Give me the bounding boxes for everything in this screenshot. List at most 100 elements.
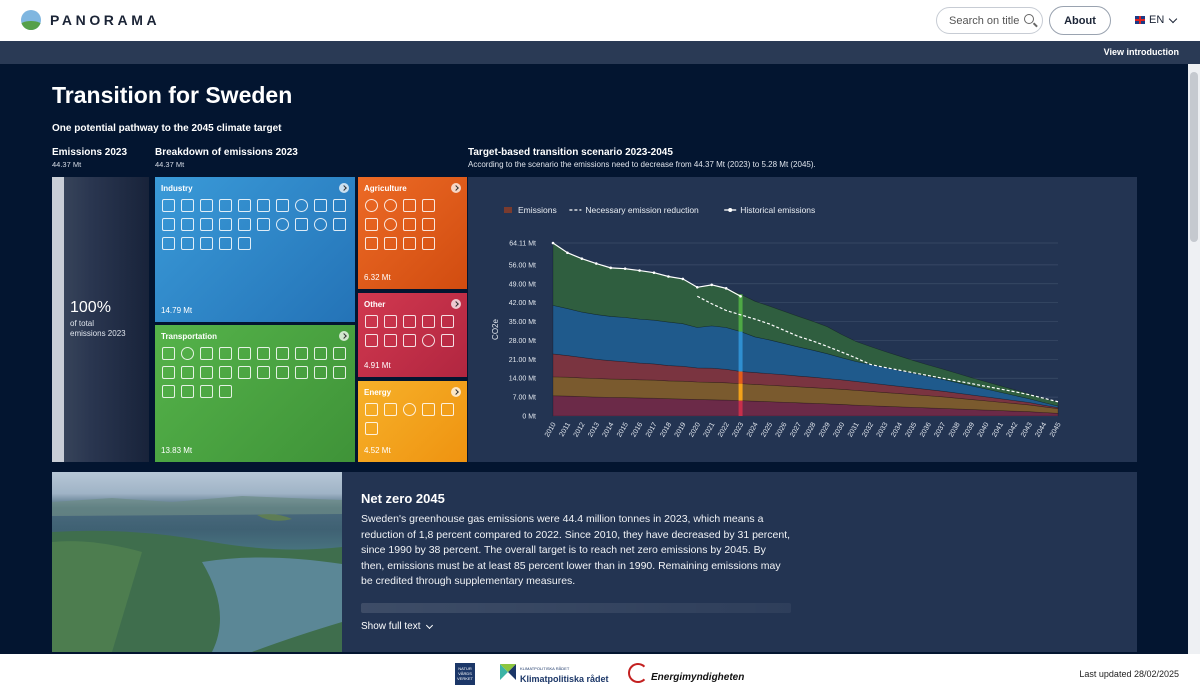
factory-icon [365, 422, 378, 435]
x-tick-label: 2030 [832, 421, 846, 438]
airplane-icon [219, 385, 232, 398]
footer: NATUR VÅRDS VERKET KLIMATPOLITISKA RÅDET… [0, 654, 1200, 693]
field-icon [403, 218, 416, 231]
sector-tile-transportation[interactable]: Transportation 13.83 Mt [155, 325, 355, 462]
bottle-icon [403, 237, 416, 250]
klimatpolitiska-radet-text: Klimatpolitiska rådet [520, 674, 609, 684]
total-emissions-bar[interactable] [52, 177, 149, 462]
fuel-icon [276, 347, 289, 360]
sector-value: 14.79 Mt [161, 306, 193, 315]
arrow-right-icon[interactable] [339, 183, 349, 193]
top-header: PANORAMA Search on title About EN [0, 0, 1200, 41]
arrow-right-icon[interactable] [451, 387, 461, 397]
x-tick-label: 2011 [559, 421, 573, 438]
net-zero-body: Sweden's greenhouse gas emissions were 4… [361, 513, 791, 587]
transportation-icon-grid [162, 347, 346, 398]
search-input[interactable]: Search on title [936, 7, 1043, 34]
emissions-value: 44.37 Mt [52, 160, 82, 169]
landscape-photo [52, 472, 342, 652]
energimyndigheten-logo-icon[interactable] [628, 663, 648, 683]
search-icon[interactable] [1024, 14, 1034, 24]
y-tick-label: 28.00 Mt [509, 338, 536, 345]
box-icon [422, 237, 435, 250]
truck-icon [219, 366, 232, 379]
x-tick-label: 2023 [731, 421, 745, 438]
historical-point [566, 251, 569, 255]
chevron-down-icon [426, 621, 434, 629]
tool-icon [365, 315, 378, 328]
building-icon [403, 334, 416, 347]
tool-icon [384, 315, 397, 328]
car-icon [276, 218, 289, 231]
factory-icon [333, 218, 346, 231]
x-tick-label: 2045 [1049, 421, 1063, 438]
scenario-chart[interactable]: 0 Mt 7.00 Mt 14.00 Mt 21.00 Mt 28.00 Mt 35.00… [468, 177, 1137, 462]
truck-icon [295, 366, 308, 379]
necessary-reduction-line [697, 295, 1059, 403]
area-industry [552, 304, 1059, 408]
barn-icon [403, 199, 416, 212]
highlight-2023-industry [738, 331, 743, 372]
plant-icon [422, 334, 435, 347]
factory-icon [181, 237, 194, 250]
sector-name: Energy [364, 388, 392, 397]
plant-icon [384, 218, 397, 231]
emissions-label: Emissions 2023 [52, 147, 128, 158]
factory-icon [219, 218, 232, 231]
scrollbar-thumb[interactable] [1190, 72, 1198, 242]
fuel-icon [314, 347, 327, 360]
view-introduction-link[interactable]: View introduction [1103, 47, 1179, 57]
x-tick-label: 2032 [861, 421, 875, 438]
bottle-icon [219, 199, 232, 212]
x-tick-label: 2043 [1020, 421, 1034, 438]
sub-navigation-bar: View introduction [0, 41, 1200, 64]
tower-icon [422, 403, 435, 416]
energy-icon-grid [365, 403, 454, 435]
language-selector[interactable]: EN [1135, 14, 1178, 26]
naturvardsverket-logo[interactable]: NATUR VÅRDS VERKET [455, 663, 475, 685]
percent-caption-line-2: emissions 2023 [70, 329, 126, 338]
x-tick-label: 2017 [645, 421, 659, 438]
x-tick-label: 2015 [616, 421, 630, 438]
percent-caption-line-1: of total [70, 319, 95, 328]
bottle-icon [238, 199, 251, 212]
arrow-right-icon[interactable] [451, 299, 461, 309]
panorama-logo[interactable]: PANORAMA [21, 10, 160, 30]
x-tick-label: 2013 [587, 421, 601, 438]
arrow-right-icon[interactable] [451, 183, 461, 193]
factory-icon [219, 237, 232, 250]
y-tick-label: 14.00 Mt [509, 376, 536, 383]
bicycle-icon [181, 347, 194, 360]
uk-flag-icon [1135, 16, 1145, 24]
sector-tile-other[interactable]: Other 4.91 Mt [358, 293, 467, 377]
emissions-percent: 100% [70, 299, 111, 316]
arrow-right-icon[interactable] [339, 331, 349, 341]
about-button[interactable]: About [1049, 6, 1111, 35]
tractor-icon [162, 347, 175, 360]
x-tick-label: 2040 [977, 421, 991, 438]
truck-icon [441, 334, 454, 347]
sector-tile-energy[interactable]: Energy 4.52 Mt [358, 381, 467, 462]
x-tick-label: 2038 [948, 421, 962, 438]
sector-name: Other [364, 300, 386, 309]
x-tick-label: 2028 [804, 421, 818, 438]
sector-tile-agriculture[interactable]: Agriculture 6.32 Mt [358, 177, 467, 289]
show-full-text-button[interactable]: Show full text [361, 621, 434, 632]
y-tick-label: 56.00 Mt [509, 262, 536, 269]
sector-name: Transportation [161, 332, 218, 341]
x-tick-label: 2029 [818, 421, 832, 438]
x-tick-label: 2034 [890, 421, 904, 438]
x-tick-label: 2036 [919, 421, 933, 438]
klimatpolitiska-radet-logo-icon[interactable] [498, 662, 518, 682]
airplane-icon [181, 385, 194, 398]
x-tick-label: 2018 [659, 421, 673, 438]
factory-icon [441, 403, 454, 416]
chemistry-icon [257, 199, 270, 212]
x-tick-label: 2019 [674, 421, 688, 438]
x-tick-label: 2026 [775, 421, 789, 438]
y-tick-label: 42.00 Mt [509, 300, 536, 307]
highlight-2023-other [738, 400, 743, 416]
sector-tile-industry[interactable]: Industry 14.79 Mt [155, 177, 355, 322]
page-scrollbar[interactable] [1188, 64, 1200, 654]
x-tick-label: 2016 [630, 421, 644, 438]
